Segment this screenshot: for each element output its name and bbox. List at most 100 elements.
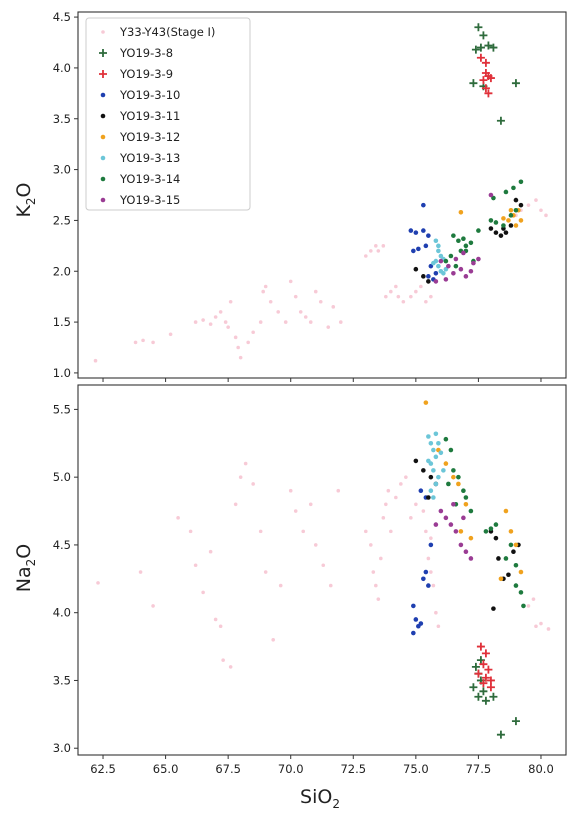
legend-label-yo19-3-10: YO19-3-10 xyxy=(119,88,180,102)
legend: Y33-Y43(Stage I) YO19-3-8 YO19-3-9 YO19-3-1… xyxy=(85,17,251,211)
data-point-yo19-3-11 xyxy=(428,474,434,480)
data-point-yo19-3-10 xyxy=(426,583,431,588)
data-point-y33-y43-stage-i xyxy=(141,338,145,343)
data-point-y33-y43-stage-i xyxy=(268,299,273,304)
data-point-y33-y43-stage-i xyxy=(201,590,205,595)
data-point-y33-y43-stage-i xyxy=(421,509,426,513)
data-point-y33-y43-stage-i xyxy=(223,320,228,324)
data-point-y33-y43-stage-i xyxy=(213,315,218,319)
panel-0-series-yo19-3-11 xyxy=(413,197,524,284)
data-point-yo19-3-14 xyxy=(508,542,514,548)
data-point-yo19-3-14 xyxy=(451,468,456,473)
data-point-yo19-3-13 xyxy=(433,481,439,487)
data-point-yo19-3-14 xyxy=(448,447,454,453)
legend-label-yo19-3-14: YO19-3-14 xyxy=(119,172,180,186)
data-point-yo19-3-8 xyxy=(471,662,480,671)
legend-marker-yo19-3-12 xyxy=(100,134,106,140)
legend-box xyxy=(85,17,251,211)
data-point-yo19-3-14 xyxy=(451,233,456,238)
data-point-y33-y43-stage-i xyxy=(386,488,391,493)
data-point-y33-y43-stage-i xyxy=(379,556,383,561)
data-point-yo19-3-10 xyxy=(428,263,434,269)
data-point-y33-y43-stage-i xyxy=(426,556,431,561)
data-point-yo19-3-14 xyxy=(508,213,514,218)
data-point-yo19-3-13 xyxy=(426,434,431,439)
data-point-yo19-3-12 xyxy=(423,400,429,405)
data-point-yo19-3-15 xyxy=(446,263,451,269)
data-point-yo19-3-8 xyxy=(496,116,505,125)
data-point-yo19-3-11 xyxy=(498,233,504,238)
data-point-yo19-3-14 xyxy=(461,488,466,494)
data-point-y33-y43-stage-i xyxy=(303,315,308,319)
data-point-yo19-3-11 xyxy=(518,202,524,208)
legend-marker-yo19-3-15 xyxy=(100,197,106,203)
data-point-y33-y43-stage-i xyxy=(429,570,433,574)
data-point-y33-y43-stage-i xyxy=(298,310,303,314)
data-point-yo19-3-14 xyxy=(483,529,489,534)
panel-0-y-tick-label: 1.0 xyxy=(53,366,71,380)
data-point-yo19-3-8 xyxy=(479,687,488,696)
data-point-y33-y43-stage-i xyxy=(369,249,373,253)
data-point-yo19-3-9 xyxy=(484,89,493,98)
data-point-yo19-3-15 xyxy=(458,542,464,548)
data-point-y33-y43-stage-i xyxy=(313,543,318,547)
data-point-yo19-3-12 xyxy=(508,207,514,213)
data-point-yo19-3-14 xyxy=(443,436,449,442)
data-point-yo19-3-15 xyxy=(463,549,469,555)
data-point-y33-y43-stage-i xyxy=(389,529,393,534)
data-point-yo19-3-9 xyxy=(484,665,493,674)
data-point-y33-y43-stage-i xyxy=(263,284,268,289)
points-layer xyxy=(93,23,551,739)
data-point-yo19-3-10 xyxy=(418,621,424,626)
legend-label-y33-y43-stage-i: Y33-Y43(Stage I) xyxy=(119,25,215,39)
data-point-y33-y43-stage-i xyxy=(321,563,326,568)
data-point-yo19-3-9 xyxy=(481,84,490,93)
data-point-y33-y43-stage-i xyxy=(283,320,288,324)
data-point-y33-y43-stage-i xyxy=(246,340,250,345)
data-point-y33-y43-stage-i xyxy=(138,570,143,574)
data-point-y33-y43-stage-i xyxy=(419,284,423,289)
data-point-yo19-3-11 xyxy=(491,606,496,611)
data-point-y33-y43-stage-i xyxy=(389,289,393,294)
data-point-y33-y43-stage-i xyxy=(328,583,333,588)
data-point-yo19-3-14 xyxy=(493,522,499,527)
data-point-yo19-3-12 xyxy=(508,529,514,534)
data-point-y33-y43-stage-i xyxy=(414,289,418,294)
data-point-yo19-3-8 xyxy=(496,730,505,739)
panel-0-series-yo19-3-12 xyxy=(458,207,524,228)
panel-1-y-tick-label: 5.5 xyxy=(53,402,71,416)
data-point-y33-y43-stage-i xyxy=(384,294,388,299)
data-point-yo19-3-9 xyxy=(486,683,495,692)
data-point-y33-y43-stage-i xyxy=(238,475,243,479)
data-point-yo19-3-13 xyxy=(438,450,444,456)
data-point-y33-y43-stage-i xyxy=(308,502,313,507)
data-point-y33-y43-stage-i xyxy=(409,516,413,520)
bottom-y-axis-label: Na2O xyxy=(13,544,38,592)
data-point-yo19-3-12 xyxy=(468,535,474,541)
data-point-yo19-3-9 xyxy=(481,69,490,77)
data-point-y33-y43-stage-i xyxy=(93,358,98,363)
data-point-yo19-3-14 xyxy=(456,474,461,480)
data-point-y33-y43-stage-i xyxy=(414,502,418,507)
data-point-yo19-3-15 xyxy=(433,522,439,527)
panel-0-y-tick-label: 3.5 xyxy=(53,112,71,126)
data-point-y33-y43-stage-i xyxy=(301,529,306,534)
data-point-yo19-3-11 xyxy=(421,274,426,279)
panel-0-series-yo19-3-15 xyxy=(433,192,494,284)
panel-0-y-tick-label: 4.5 xyxy=(53,10,71,24)
data-point-y33-y43-stage-i xyxy=(376,597,381,601)
data-point-yo19-3-10 xyxy=(428,542,434,548)
data-point-yo19-3-14 xyxy=(468,240,474,246)
data-point-yo19-3-15 xyxy=(451,270,456,276)
data-point-yo19-3-14 xyxy=(511,185,516,191)
data-point-yo19-3-13 xyxy=(436,243,441,249)
data-point-y33-y43-stage-i xyxy=(374,244,378,248)
data-point-y33-y43-stage-i xyxy=(288,279,293,284)
data-point-y33-y43-stage-i xyxy=(228,665,233,669)
data-point-y33-y43-stage-i xyxy=(371,570,376,574)
data-point-yo19-3-13 xyxy=(426,458,431,464)
panel-0-y-tick-label: 1.5 xyxy=(53,315,71,329)
data-point-y33-y43-stage-i xyxy=(424,529,428,534)
data-point-yo19-3-14 xyxy=(513,207,519,213)
data-point-y33-y43-stage-i xyxy=(326,325,331,329)
